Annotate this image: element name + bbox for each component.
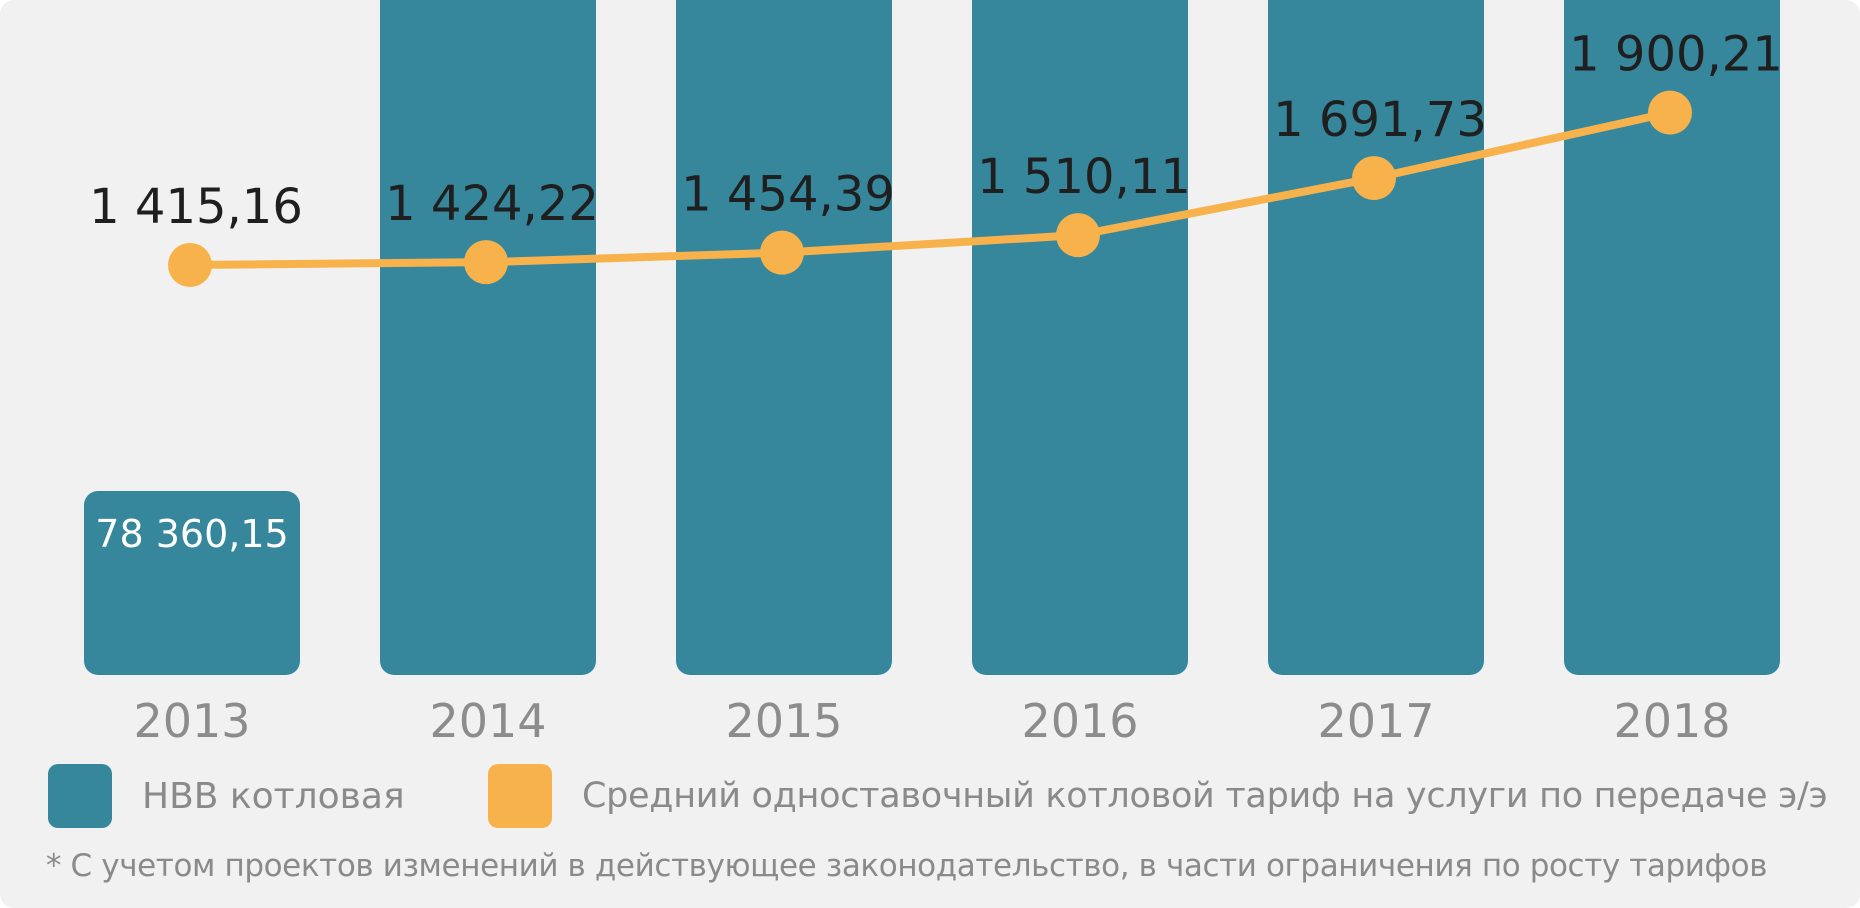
tariff-point-2015: [760, 230, 804, 275]
tariff-point-2014: [464, 240, 508, 285]
tariff-value-label-2013: 1 415,16: [89, 179, 303, 235]
bars-group: [84, 0, 1780, 675]
bar-2015: [676, 0, 892, 675]
x-tick-label-2017: 2017: [1317, 694, 1434, 748]
tariff-value-label-2014: 1 424,22: [385, 176, 599, 232]
labels-group: 78 360,15201378 500,71201480 976,6920158…: [89, 27, 1783, 748]
line-group: [168, 90, 1692, 287]
bar-2018: [1564, 0, 1780, 675]
bar-2014: [380, 0, 596, 675]
bar-value-label-2013: 78 360,15: [95, 512, 288, 556]
tariff-point-2018: [1648, 90, 1692, 135]
tariff-point-2016: [1056, 213, 1100, 258]
tariff-point-2017: [1352, 156, 1396, 201]
legend-item-bars: НВВ котловая: [48, 764, 405, 828]
tariff-value-label-2015: 1 454,39: [681, 167, 895, 223]
tariff-value-label-2017: 1 691,73: [1273, 92, 1487, 148]
legend-swatch-bars: [48, 764, 112, 828]
x-tick-label-2016: 2016: [1021, 694, 1138, 748]
x-tick-label-2018: 2018: [1613, 694, 1730, 748]
bar-2016: [972, 0, 1188, 675]
x-tick-label-2015: 2015: [725, 694, 842, 748]
bar-2013: [84, 491, 300, 675]
x-tick-label-2013: 2013: [133, 694, 250, 748]
x-tick-label-2014: 2014: [429, 694, 546, 748]
tariff-value-label-2016: 1 510,11: [977, 149, 1191, 205]
tariff-line: [186, 108, 1674, 269]
legend-swatch-line: [488, 764, 552, 828]
legend-item-line: Средний одноставочный котловой тариф на …: [488, 764, 1828, 828]
tariff-value-label-2018: 1 900,21: [1569, 27, 1783, 83]
legend-label-bars: НВВ котловая: [142, 775, 405, 817]
footnote: * С учетом проектов изменений в действую…: [46, 848, 1768, 884]
tariff-point-2013: [168, 243, 212, 287]
legend-label-line: Средний одноставочный котловой тариф на …: [582, 776, 1828, 816]
